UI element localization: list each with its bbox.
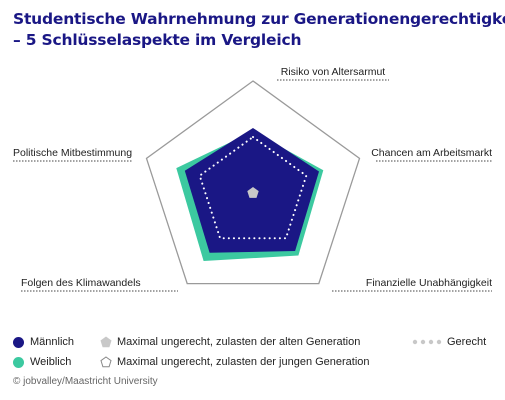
filled-pentagon-icon (100, 336, 112, 348)
legend-label-gerecht: Gerecht (447, 336, 487, 348)
chart-title: Studentische Wahrnehmung zur Generatione… (13, 9, 505, 51)
axis-labels: Risiko von Altersarmut Chancen am Arbeit… (13, 66, 492, 292)
title-line-2: – 5 Schlüsselaspekte im Vergleich (13, 31, 302, 49)
dotted-line-icon (412, 339, 442, 345)
legend-item-gerecht: Gerecht (412, 336, 486, 348)
center-pentagon-marker (247, 187, 259, 198)
axis-label-arbeitsmarkt: Chancen am Arbeitsmarkt (371, 147, 492, 159)
legend-label-maennlich: Männlich (30, 336, 75, 348)
source-credit: © jobvalley/Maastricht University (13, 376, 158, 387)
legend-swatch-weiblich (13, 356, 24, 368)
axis-label-klimawandel: Folgen des Klimawandels (21, 277, 141, 289)
legend-item-weiblich: Weiblich (13, 356, 71, 368)
outer-pentagon (145, 80, 361, 285)
axis-label-unabhaengigkeit: Finanzielle Unabhängigkeit (366, 277, 492, 289)
legend-item-young-generation: Maximal ungerecht, zulasten der jungen G… (100, 356, 370, 368)
legend-label-young-generation: Maximal ungerecht, zulasten der jungen G… (117, 356, 370, 368)
axis-label-altersarmut: Risiko von Altersarmut (281, 66, 386, 78)
legend-label-old-generation: Maximal ungerecht, zulasten der alten Ge… (117, 336, 361, 348)
legend-item-old-generation: Maximal ungerecht, zulasten der alten Ge… (100, 336, 360, 348)
legend-swatch-maennlich (13, 336, 24, 348)
title-line-1: Studentische Wahrnehmung zur Generatione… (13, 10, 505, 28)
legend-item-maennlich: Männlich (13, 336, 74, 348)
axis-label-mitbestimmung: Politische Mitbestimmung (13, 147, 132, 159)
outline-pentagon-icon (100, 356, 112, 368)
legend-label-weiblich: Weiblich (30, 356, 72, 368)
